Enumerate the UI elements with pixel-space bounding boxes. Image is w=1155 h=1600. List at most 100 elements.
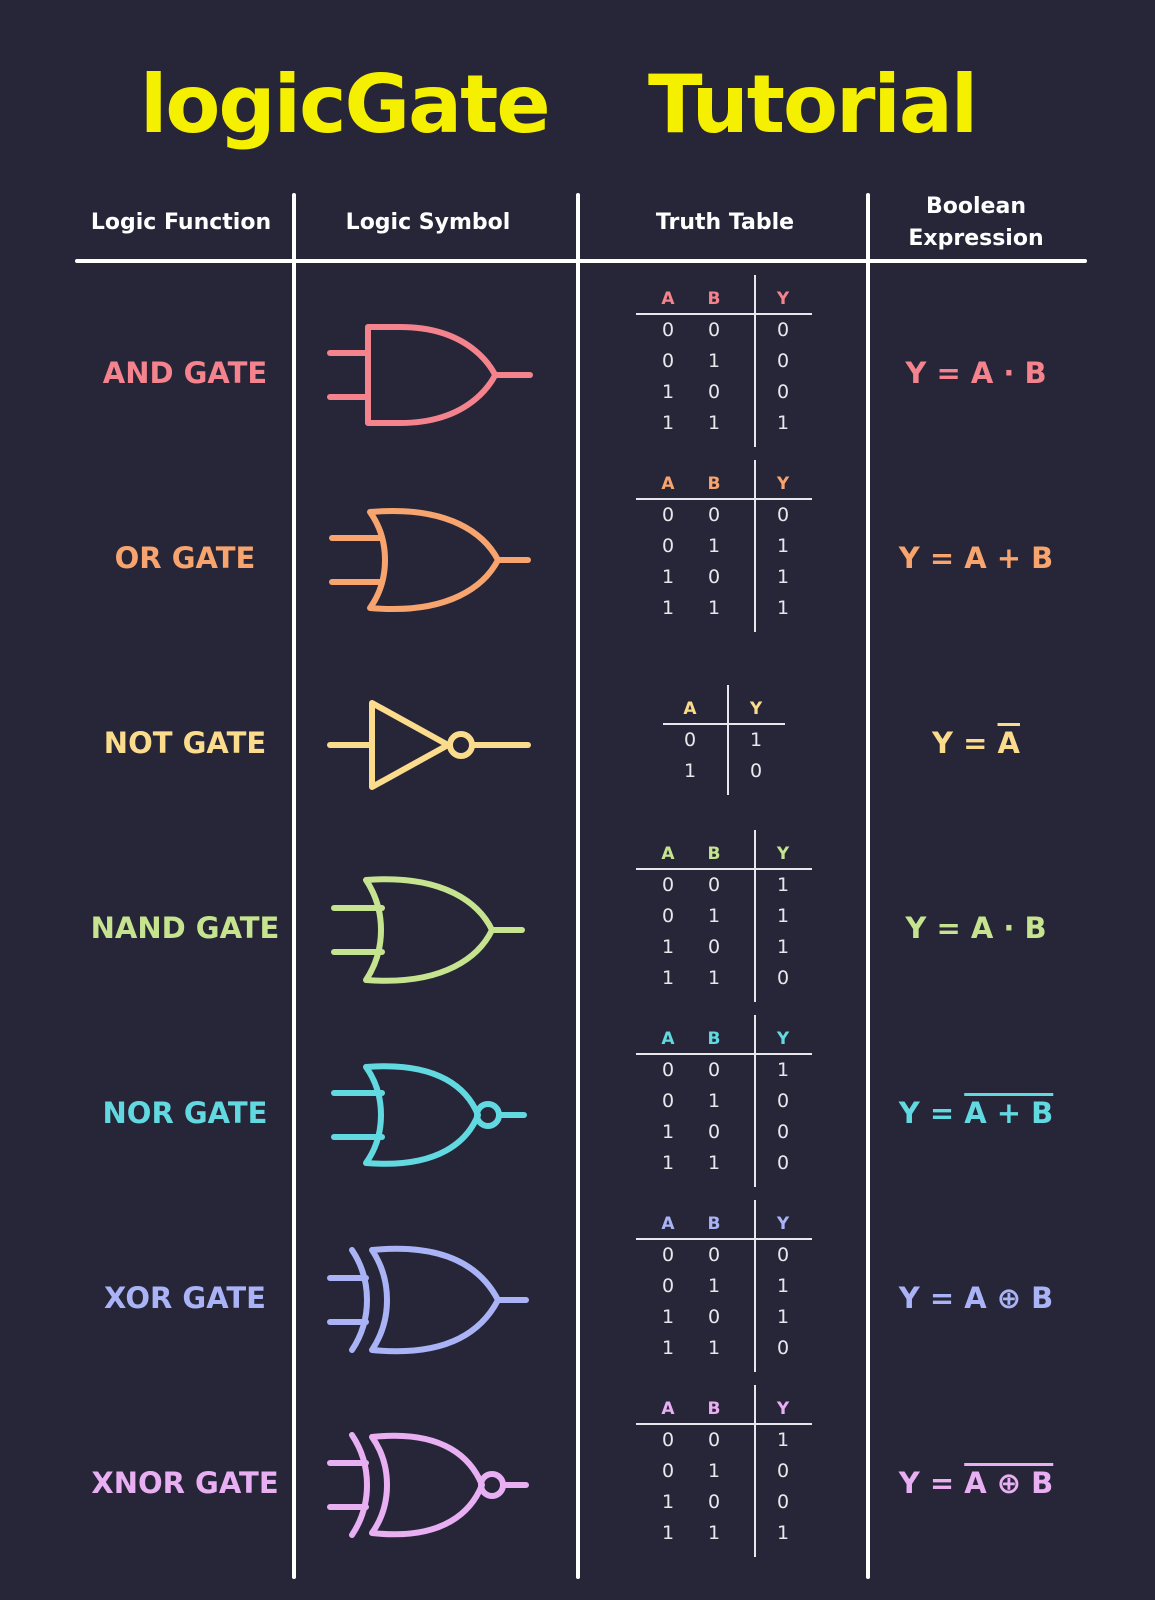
truth-table-header: Y [776,289,790,309]
truth-table-cell: 0 [707,1121,721,1143]
expression-prefix: Y = [898,1096,965,1130]
header-boolean-line2: Expression [908,226,1044,251]
truth-table-cell: 1 [707,1152,721,1174]
truth-table-rule [636,313,812,315]
truth-table-divider [754,460,756,632]
header-divider [75,259,1087,263]
boolean-expression: Y = A · B [872,353,1080,393]
truth-table-cell: 1 [661,381,675,403]
boolean-expression: Y = A ⊕ B [872,1278,1080,1318]
truth-table-header: Y [776,1029,790,1049]
truth-table-cell: 0 [776,1152,790,1174]
truth-table-cell: 1 [707,1337,721,1359]
boolean-expression: Y = A · B [872,908,1080,948]
expression-prefix: Y = [905,911,971,945]
expression-body: A · B [970,356,1047,390]
truth-table-cell: 0 [707,1244,721,1266]
truth-table-cell: 0 [707,1491,721,1513]
truth-table-cell: 1 [661,1522,675,1544]
truth-table-cell: 1 [776,874,790,896]
truth-table-cell: 1 [776,566,790,588]
truth-table-cell: 0 [776,1337,790,1359]
truth-table-cell: 1 [749,729,763,751]
boolean-expression: Y = A + B [872,538,1080,578]
expression-body: A ⊕ B [964,1466,1054,1500]
or-gate-icon [300,480,580,640]
truth-table-rule [636,1238,812,1240]
title-part-1: logicGate [140,58,551,151]
truth-table-cell: 0 [661,504,675,526]
truth-table-cell: 0 [661,905,675,927]
truth-table-cell: 1 [661,1337,675,1359]
truth-table-header: B [707,289,721,309]
truth-table-cell: 0 [661,535,675,557]
truth-table-cell: 0 [707,504,721,526]
gate-name: OR GATE [114,541,256,575]
truth-table-cell: 1 [776,1059,790,1081]
page-title: logicGate Tutorial [0,58,1155,168]
truth-table-rule [663,723,785,725]
truth-table-header: Y [776,844,790,864]
truth-table-rule [636,498,812,500]
expression-body: A · B [970,911,1047,945]
truth-table-cell: 1 [661,967,675,989]
column-divider-1 [292,193,296,1579]
truth-table-header: A [661,1399,675,1419]
truth-table-cell: 1 [661,1121,675,1143]
gate-name: XOR GATE [104,1281,266,1315]
truth-table-cell: 0 [707,319,721,341]
expression-body: A + B [964,541,1054,575]
truth-table-cell: 1 [776,936,790,958]
truth-table-header: B [707,1399,721,1419]
truth-table-cell: 1 [661,1152,675,1174]
truth-table-cell: 0 [776,1491,790,1513]
truth-table-cell: 0 [661,1244,675,1266]
truth-table-cell: 1 [776,535,790,557]
truth-table-cell: 0 [776,1244,790,1266]
truth-table-cell: 0 [749,760,763,782]
truth-table-cell: 1 [776,1522,790,1544]
truth-table-cell: 1 [707,1460,721,1482]
title-part-2: Tutorial [648,58,978,151]
truth-table-cell: 1 [707,1275,721,1297]
truth-table-cell: 0 [707,1429,721,1451]
gate-name: AND GATE [102,356,268,390]
gate-name: XNOR GATE [91,1466,279,1500]
truth-table-cell: 1 [776,905,790,927]
header-logic-function: Logic Function [90,210,272,235]
truth-table-header: Y [776,474,790,494]
truth-table-cell: 1 [661,1306,675,1328]
not-gate-icon [300,665,580,825]
truth-table-cell: 1 [661,936,675,958]
truth-table-header: Y [749,699,763,719]
truth-table-cell: 1 [707,1090,721,1112]
expression-body: A ⊕ B [964,1281,1054,1315]
truth-table-divider [754,275,756,447]
truth-table-cell: 0 [776,1460,790,1482]
truth-table-cell: 1 [776,1306,790,1328]
truth-table-cell: 0 [661,1090,675,1112]
truth-table-header: B [707,1214,721,1234]
header-boolean-expression: Boolean Expression [866,188,1086,258]
truth-table-cell: 1 [776,1429,790,1451]
truth-table-cell: 0 [683,729,697,751]
truth-table-cell: 1 [776,1275,790,1297]
expression-body: A [997,726,1020,760]
truth-table-rule [636,868,812,870]
truth-table-cell: 1 [707,1522,721,1544]
truth-table-cell: 1 [707,597,721,619]
truth-table-cell: 0 [776,1090,790,1112]
nand-gate-icon [300,850,580,1010]
truth-table-cell: 0 [661,350,675,372]
truth-table-cell: 0 [661,1460,675,1482]
truth-table-cell: 1 [661,597,675,619]
truth-table-cell: 0 [661,1059,675,1081]
truth-table-cell: 0 [776,967,790,989]
boolean-expression: Y = A ⊕ B [872,1463,1080,1503]
truth-table-cell: 0 [776,319,790,341]
truth-table-divider [727,685,729,795]
truth-table-cell: 0 [707,1059,721,1081]
truth-table-header: B [707,1029,721,1049]
truth-table-cell: 0 [776,350,790,372]
